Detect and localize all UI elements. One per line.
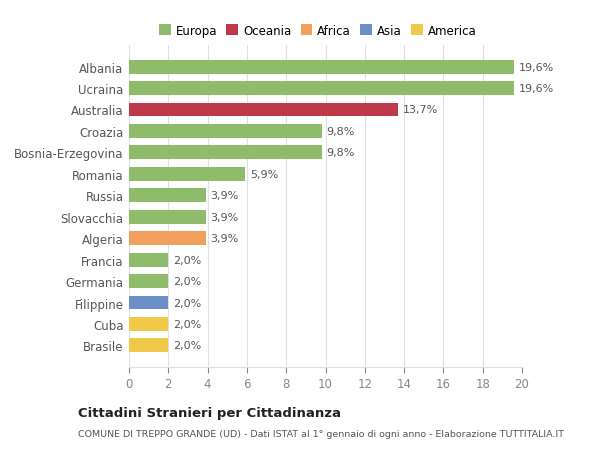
Text: 5,9%: 5,9% <box>250 169 278 179</box>
Bar <box>129 61 514 74</box>
Text: 19,6%: 19,6% <box>519 84 554 94</box>
Text: Cittadini Stranieri per Cittadinanza: Cittadini Stranieri per Cittadinanza <box>78 406 341 419</box>
Legend: Europa, Oceania, Africa, Asia, America: Europa, Oceania, Africa, Asia, America <box>159 24 476 38</box>
Bar <box>129 189 206 203</box>
Text: 2,0%: 2,0% <box>173 255 202 265</box>
Text: 2,0%: 2,0% <box>173 341 202 351</box>
Bar <box>129 232 206 246</box>
Text: 3,9%: 3,9% <box>211 191 239 201</box>
Text: 3,9%: 3,9% <box>211 234 239 244</box>
Bar <box>129 296 168 310</box>
Bar <box>129 168 245 181</box>
Text: 19,6%: 19,6% <box>519 62 554 73</box>
Bar <box>129 103 398 117</box>
Text: 9,8%: 9,8% <box>326 127 355 137</box>
Bar <box>129 210 206 224</box>
Text: 2,0%: 2,0% <box>173 298 202 308</box>
Bar <box>129 82 514 96</box>
Bar <box>129 253 168 267</box>
Text: 9,8%: 9,8% <box>326 148 355 158</box>
Text: 2,0%: 2,0% <box>173 276 202 286</box>
Bar <box>129 146 322 160</box>
Text: COMUNE DI TREPPO GRANDE (UD) - Dati ISTAT al 1° gennaio di ogni anno - Elaborazi: COMUNE DI TREPPO GRANDE (UD) - Dati ISTA… <box>78 429 564 438</box>
Text: 2,0%: 2,0% <box>173 319 202 329</box>
Bar <box>129 125 322 139</box>
Bar <box>129 274 168 288</box>
Text: 3,9%: 3,9% <box>211 212 239 222</box>
Bar <box>129 317 168 331</box>
Bar <box>129 339 168 353</box>
Text: 13,7%: 13,7% <box>403 105 439 115</box>
